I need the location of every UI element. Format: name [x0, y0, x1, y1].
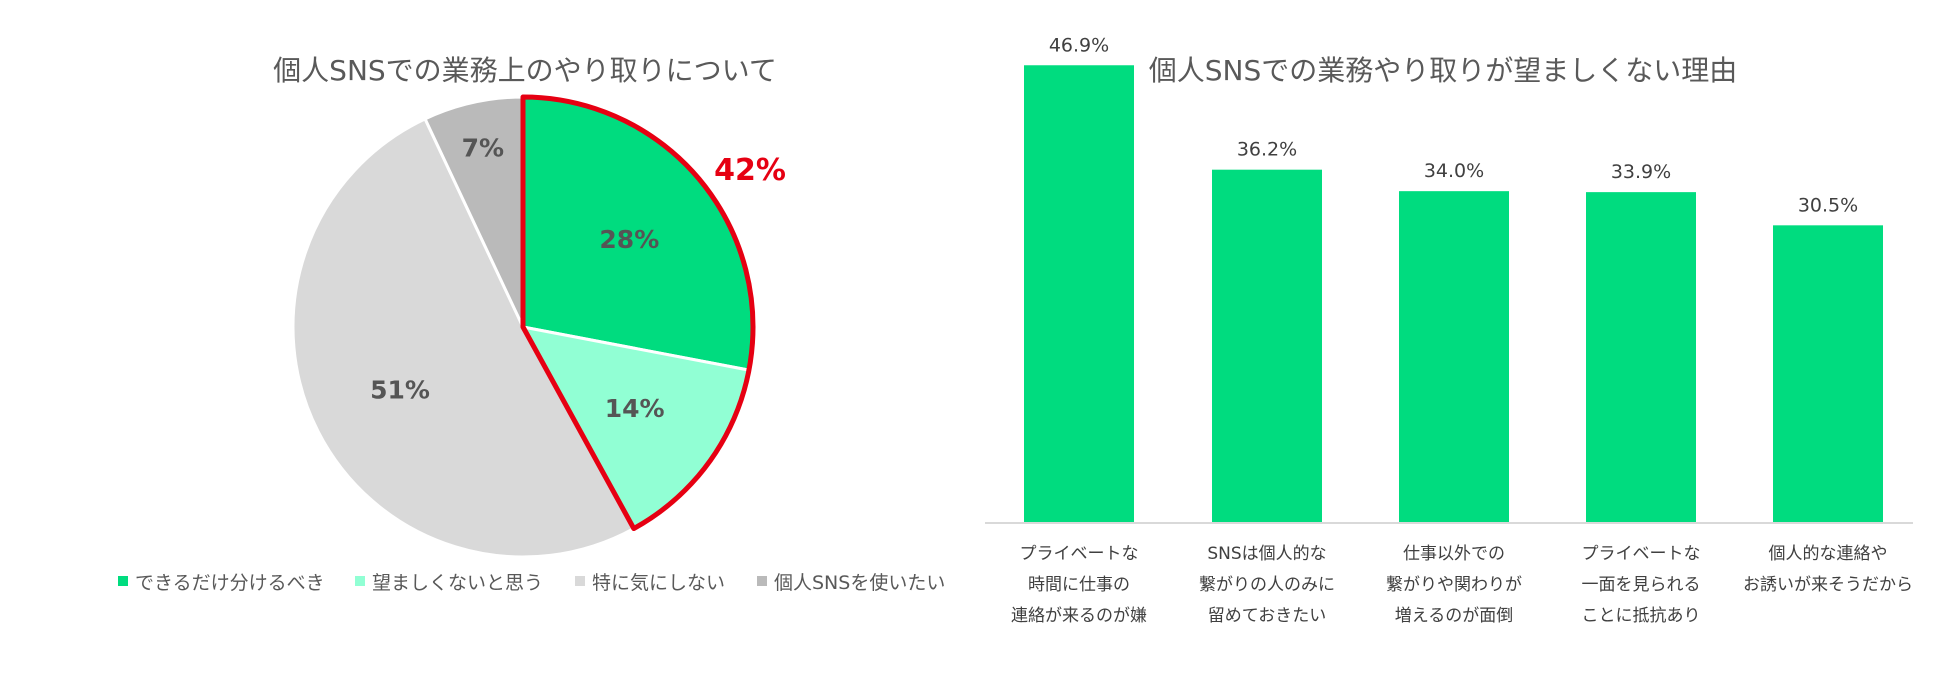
highlight-label: 42% — [714, 153, 786, 188]
category-label: お誘いが来そうだから — [1743, 575, 1913, 595]
bar-chart-title: 個人SNSでの業務やり取りが望ましくない理由 — [1149, 54, 1738, 87]
legend-label: できるだけ分けるべき — [135, 572, 325, 594]
highlight-outline — [520, 94, 756, 532]
bar-chart: 個人SNSでの業務やり取りが望ましくない理由 46.9% 36.2% 34.0% 33… — [985, 34, 1913, 626]
legend-swatch — [757, 576, 767, 586]
legend-item: 特に気にしない — [575, 572, 725, 594]
legend-item: 個人SNSを使いたい — [757, 572, 945, 594]
category-label: 仕事以外での — [1403, 544, 1505, 564]
legend-swatch — [118, 576, 128, 586]
bar-value-label: 36.2% — [1237, 139, 1297, 161]
bar — [1399, 191, 1509, 523]
category-label: 増えるのが面倒 — [1395, 606, 1514, 626]
legend-label: 望ましくないと思う — [372, 572, 543, 594]
legend-swatch — [355, 576, 365, 586]
pie-value-label: 7% — [462, 133, 504, 162]
category-label: 個人的な連絡や — [1769, 544, 1888, 564]
legend-item: できるだけ分けるべき — [118, 572, 325, 594]
legend-swatch — [575, 576, 585, 586]
pie-chart: 個人SNSでの業務上のやり取りについて 42% 28% 14% 51% 7% できるだ… — [118, 54, 945, 594]
bar — [1212, 169, 1322, 524]
category-label: 時間に仕事の — [1028, 575, 1130, 595]
legend-label: 特に気にしない — [592, 572, 725, 594]
legend-item: 望ましくないと思う — [355, 572, 543, 594]
category-label: プライベートな — [1582, 544, 1701, 564]
legend-label: 個人SNSを使いたい — [774, 572, 945, 594]
category-label: 繋がりや関わりが — [1386, 575, 1522, 595]
bar — [1586, 192, 1696, 524]
category-label: プライベートな — [1020, 544, 1139, 564]
pie-legend: できるだけ分けるべき 望ましくないと思う 特に気にしない 個人SNSを使いたい — [118, 572, 945, 594]
category-label: 繋がりの人のみに — [1199, 575, 1335, 595]
bar-value-label: 34.0% — [1424, 160, 1484, 182]
category-label: SNSは個人的な — [1207, 544, 1326, 564]
category-label: 連絡が来るのが嫌 — [1011, 606, 1147, 626]
pie-value-label: 28% — [599, 225, 659, 254]
bar-value-label: 33.9% — [1611, 161, 1671, 183]
pie-chart-title: 個人SNSでの業務上のやり取りについて — [273, 54, 777, 87]
pie-slice — [291, 116, 636, 559]
bar — [1024, 65, 1134, 524]
pie-value-label: 51% — [370, 376, 430, 405]
bar-value-label: 30.5% — [1798, 194, 1858, 216]
category-label: 留めておきたい — [1208, 606, 1327, 626]
bar — [1773, 225, 1883, 523]
category-label: ことに抵抗あり — [1582, 606, 1701, 626]
category-label: 一面を見られる — [1582, 575, 1701, 595]
bar-value-label: 46.9% — [1049, 34, 1109, 56]
pie-value-label: 14% — [605, 394, 665, 423]
